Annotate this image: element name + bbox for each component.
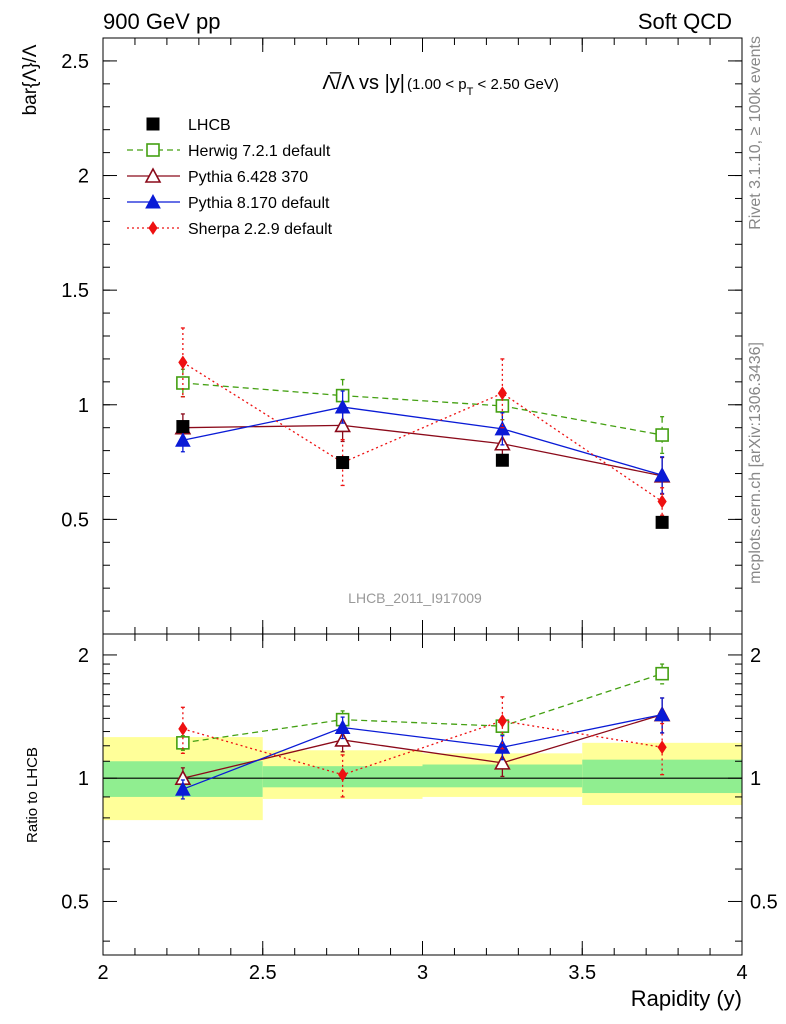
data-point — [654, 467, 670, 482]
data-point — [334, 416, 351, 433]
data-point — [178, 721, 188, 736]
x-tick-label: 3.5 — [568, 962, 596, 984]
y-tick-label-right: 1 — [750, 768, 761, 790]
legend-label: Pythia 6.428 370 — [188, 169, 308, 186]
series-line — [182, 713, 663, 790]
x-tick-label: 3 — [417, 962, 428, 984]
y-tick-label: 0.5 — [61, 891, 89, 913]
data-point — [495, 453, 509, 467]
series-line — [182, 361, 663, 503]
data-point — [655, 666, 669, 681]
header-left: 900 GeV pp — [103, 9, 220, 34]
side-label-top: Rivet 3.1.10, ≥ 100k events — [747, 36, 764, 230]
main-title-range: (1.00 < pT < 2.50 GeV) — [407, 76, 559, 98]
main-panel: 0.5 1 1.5 2 2.5 LHCB Herwig 7.2.1 default Pythi… — [61, 37, 743, 635]
data-point — [494, 739, 511, 754]
legend-item: LHCB — [146, 117, 231, 134]
data-point — [338, 767, 348, 782]
y-tick-label-right: 2 — [750, 645, 761, 667]
y-tick-label: 1 — [78, 395, 89, 417]
series-lhcb — [176, 420, 669, 529]
x-tick-label: 2.5 — [249, 962, 277, 984]
y-tick-label: 2.5 — [61, 51, 89, 73]
y-tick-label: 1.5 — [61, 280, 89, 302]
y-tick-label: 2 — [78, 166, 89, 188]
data-point — [655, 515, 669, 529]
series-line — [182, 713, 663, 779]
series-herwig-7-2-1-default — [176, 368, 669, 455]
analysis-watermark: LHCB_2011_I917009 — [348, 590, 482, 606]
ratio-ylabel: Ratio to LHCB — [24, 747, 41, 843]
legend-label: Sherpa 2.2.9 default — [188, 221, 333, 238]
legend-marker — [146, 117, 160, 131]
series-line — [182, 406, 663, 476]
title-range-unit: < 2.50 GeV) — [473, 76, 558, 93]
data-point — [175, 432, 191, 447]
legend-marker — [148, 221, 158, 235]
x-tick-label: 4 — [736, 962, 747, 984]
y-tick-label: 0.5 — [61, 509, 89, 531]
legend-label: Herwig 7.2.1 default — [188, 143, 331, 160]
legend-label: Pythia 8.170 default — [188, 195, 330, 212]
series-pythia-6-428-370 — [174, 408, 671, 495]
data-point — [654, 706, 670, 722]
y-tick-label: 2 — [78, 645, 89, 667]
data-point — [334, 731, 351, 747]
title-range-sub: T — [467, 86, 474, 98]
series-sherpa-2-2-9-default — [178, 327, 667, 516]
data-point — [334, 719, 351, 734]
legend-item: Pythia 8.170 default — [127, 193, 330, 212]
legend-label: LHCB — [188, 117, 231, 134]
legend-marker — [144, 167, 162, 183]
data-point — [497, 714, 507, 728]
series-line — [182, 424, 663, 477]
legend: LHCB Herwig 7.2.1 default Pythia 6.428 370… — [127, 117, 333, 238]
main-title: Λ̅/Λ vs |y| — [322, 71, 405, 94]
data-point — [497, 386, 507, 401]
main-ylabel: bar{Λ}/Λ — [20, 44, 41, 115]
data-point — [657, 494, 667, 509]
ratio-panel: 0.5 0.5 1 1 2 2 2 2.5 3 3.5 4 — [61, 633, 778, 984]
y-tick-label: 1 — [78, 768, 89, 790]
title-range-part: (1.00 < p — [407, 76, 467, 93]
legend-item: Herwig 7.2.1 default — [127, 143, 331, 160]
data-point — [334, 399, 351, 414]
legend-item: Sherpa 2.2.9 default — [127, 221, 333, 238]
series-line — [182, 382, 663, 436]
series-sherpa-2-2-9-default — [178, 696, 667, 798]
data-point — [655, 428, 669, 442]
data-point — [178, 355, 188, 370]
x-tick-label: 2 — [97, 962, 108, 984]
series-line — [182, 720, 663, 776]
header-right: Soft QCD — [638, 9, 732, 34]
y-tick-label-right: 0.5 — [750, 891, 778, 913]
data-point — [336, 456, 350, 470]
data-point — [494, 754, 511, 770]
data-point — [176, 420, 190, 434]
side-label-bottom: mcplots.cern.ch [arXiv:1306.3436] — [747, 342, 764, 584]
legend-marker — [146, 143, 160, 157]
data-point — [657, 740, 667, 755]
series-pythia-8-170-default — [175, 390, 670, 495]
series-line — [182, 673, 663, 744]
legend-item: Pythia 6.428 370 — [127, 167, 308, 186]
x-axis-label: Rapidity (y) — [631, 986, 742, 1011]
legend-marker — [145, 193, 161, 209]
series-pythia-8-170-default — [175, 697, 670, 800]
data-point — [175, 781, 191, 796]
